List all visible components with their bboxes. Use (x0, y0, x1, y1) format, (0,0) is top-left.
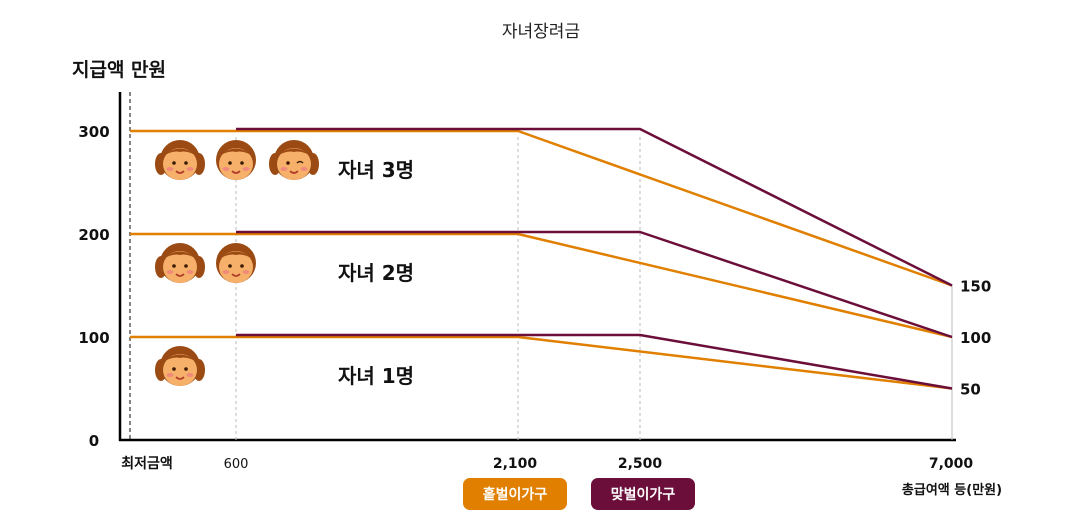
child-face-icon (155, 140, 205, 180)
chart-title: 자녀장려금 (502, 22, 580, 42)
x-tick-label: 600 (224, 457, 249, 472)
x-tick-label: 7,000 (929, 456, 974, 472)
x-axis-label: 총급여액 등(만원) (902, 482, 1002, 498)
children-count-label: 자녀 1명 (338, 364, 414, 388)
y-tick-label: 0 (89, 432, 99, 450)
child-face-icon (269, 140, 319, 180)
series-line-dual-children-1 (236, 333, 953, 390)
legend-dual-income: 맞벌이가구 (591, 478, 695, 510)
series-line-single-children-2 (130, 232, 953, 339)
child-face-icon (155, 243, 205, 283)
child-face-icon (216, 140, 256, 180)
series-line-dual-children-3 (236, 127, 953, 287)
y-tick-label: 200 (78, 226, 109, 244)
x-tick-label: 2,100 (493, 456, 538, 472)
y-tick-label: 100 (78, 329, 109, 347)
children-count-label: 자녀 3명 (338, 158, 414, 182)
child-face-icon (216, 243, 256, 283)
x-tick-label: 2,500 (618, 456, 663, 472)
y-axis-label: 지급액 만원 (72, 59, 166, 81)
end-value-label: 100 (960, 329, 991, 347)
series-line-single-children-3 (130, 129, 953, 287)
children-count-label: 자녀 2명 (338, 261, 414, 285)
y-tick-label: 300 (78, 123, 109, 141)
x-tick-label: 최저금액 (121, 455, 173, 472)
child-face-icon (155, 346, 205, 386)
series-line-dual-children-2 (236, 230, 953, 339)
end-value-label: 50 (960, 381, 981, 399)
end-value-label: 150 (960, 278, 991, 296)
series-line-single-children-1 (130, 335, 953, 390)
legend-single-income: 홑벌이가구 (463, 478, 567, 510)
